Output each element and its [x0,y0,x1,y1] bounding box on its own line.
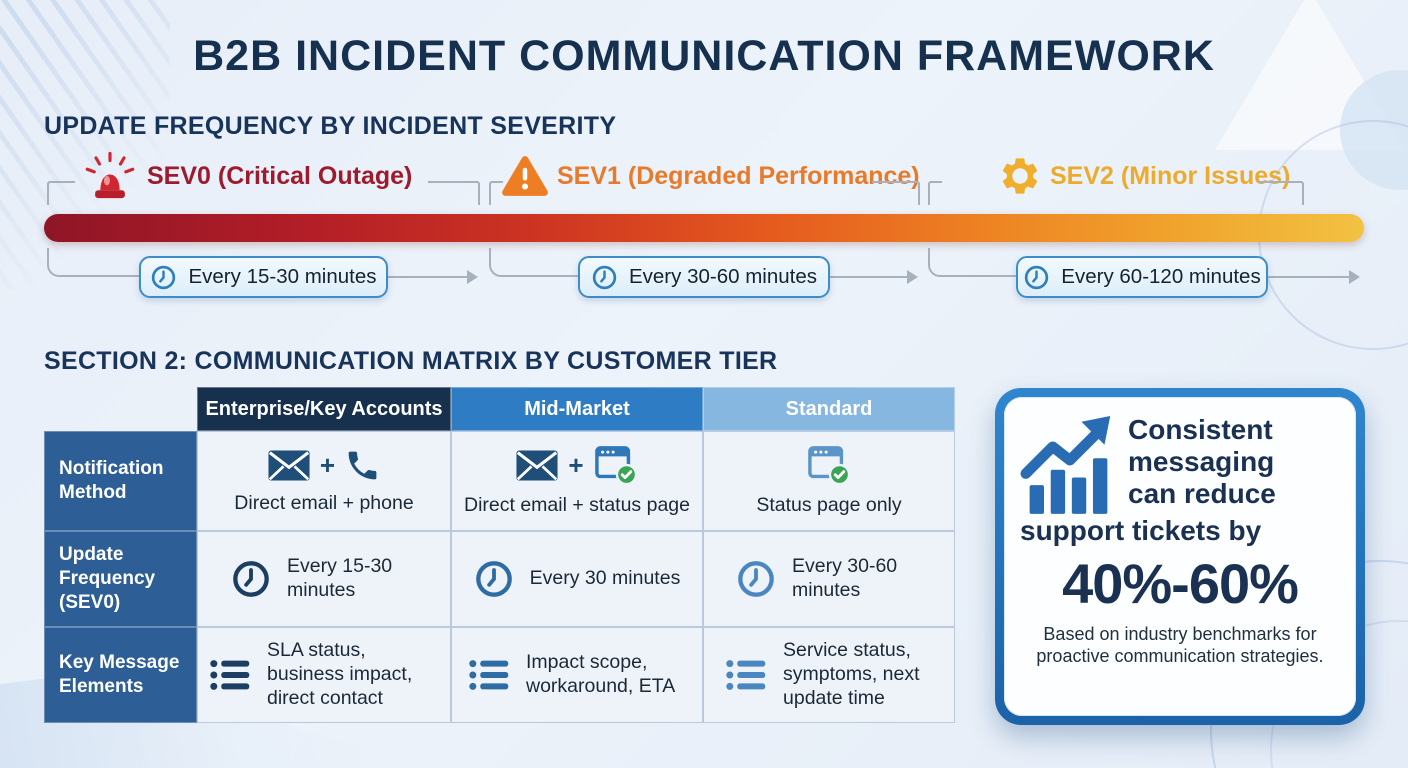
stat-callout-card: Consistent messaging can reduce support … [995,388,1365,725]
cell-text: Every 15-30 minutes [287,555,393,601]
cell-text: Impact scope, workaround, ETA [526,651,676,697]
email-icon [516,450,558,481]
cell-text: SLA status, business impact, direct cont… [267,639,413,709]
cell-text: Status page only [756,494,902,517]
status-page-icon [594,446,637,486]
cell-text: Direct email + phone [234,491,414,514]
bullet-list-icon [469,660,509,690]
sev0-label: SEV0 (Critical Outage) [147,162,413,190]
callout-headline: Consistent messaging can reduce [1128,414,1276,509]
row-label-notification-method: Notification Method [44,431,197,531]
bracket-line [1258,181,1304,205]
flow-arrow [830,270,918,284]
row-label-key-message-elements: Key Message Elements [44,627,197,723]
bracket-line [928,181,942,205]
page-title: B2B INCIDENT COMMUNICATION FRAMEWORK [193,32,1215,80]
callout-note: Based on industry benchmarks for proacti… [1036,623,1324,667]
frequency-pill-sev2: Every 60-120 minutes [1016,256,1268,298]
column-header-enterprise: Enterprise/Key Accounts [197,387,451,431]
table-cell: Every 30 minutes [451,531,703,627]
clock-icon [475,561,512,597]
email-icon [268,450,310,481]
callout-stat: 40%-60% [1062,551,1299,615]
plus-joiner: + [568,450,584,481]
severity-gradient-bar [44,214,1364,242]
table-cell: Impact scope, workaround, ETA [451,627,703,723]
frequency-text: Every 15-30 minutes [188,265,377,288]
connector-line [489,248,578,277]
flow-arrow [1268,270,1360,284]
bracket-line [872,181,920,205]
callout-headline-line2: support tickets by [1020,515,1262,546]
status-page-icon [808,446,851,486]
frequency-pill-sev1: Every 30-60 minutes [578,256,830,298]
table-cell: + Direct email + status page [451,431,703,531]
siren-icon [85,151,135,199]
cell-text: Every 30 minutes [529,567,681,590]
gear-icon [1002,158,1038,194]
bullet-list-icon [726,660,766,690]
connector-line [928,248,1016,277]
clock-icon [1025,265,1049,289]
table-cell: Service status, symptoms, next update ti… [703,627,955,723]
decorative-circle [1340,70,1408,190]
frequency-text: Every 30-60 minutes [628,265,817,288]
row-label-update-frequency: Update Frequency (SEV0) [44,531,197,627]
rising-bar-chart-icon [1020,416,1111,514]
column-header-midmarket: Mid-Market [451,387,703,431]
clock-icon [233,561,269,597]
table-cell: Every 30-60 minutes [703,531,955,627]
cell-text: Every 30-60 minutes [792,555,898,601]
sev1-label: SEV1 (Degraded Performance) [557,162,920,190]
bracket-line [428,181,480,205]
frequency-pill-sev0: Every 15-30 minutes [139,256,388,298]
table-cell: Every 15-30 minutes [197,531,451,627]
table-cell: SLA status, business impact, direct cont… [197,627,451,723]
table-cell: Status page only [703,431,955,531]
section2-heading: SECTION 2: COMMUNICATION MATRIX BY CUSTO… [44,347,778,375]
bracket-line [47,181,75,205]
frequency-text: Every 60-120 minutes [1061,265,1261,288]
phone-icon [348,451,377,479]
clock-icon [152,265,176,289]
table-corner-cell [44,387,197,431]
clock-icon [738,561,774,597]
flow-arrow [388,270,478,284]
clock-icon [592,265,617,289]
section1-heading: UPDATE FREQUENCY BY INCIDENT SEVERITY [44,112,617,140]
stat-callout-inner: Consistent messaging can reduce support … [1004,397,1356,716]
cell-text: Direct email + status page [464,494,690,517]
communication-matrix-table: Enterprise/Key Accounts Mid-Market Stand… [44,387,955,723]
sev2-label: SEV2 (Minor Issues) [1050,162,1291,190]
plus-joiner: + [319,450,336,481]
connector-line [47,248,139,277]
bullet-list-icon [210,660,250,690]
bracket-line [489,181,503,205]
cell-text: Service status, symptoms, next update ti… [783,639,920,709]
column-header-standard: Standard [703,387,955,431]
table-cell: + Direct email + phone [197,431,451,531]
warning-icon [502,156,548,196]
